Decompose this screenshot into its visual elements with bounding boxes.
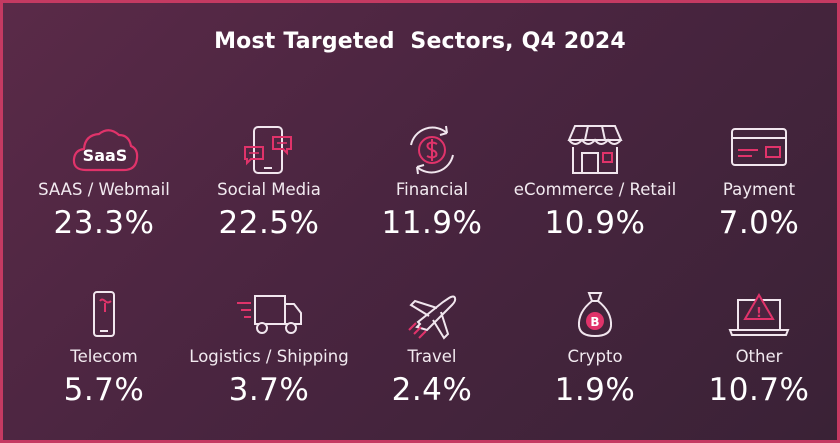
delivery-truck-icon: [234, 290, 304, 346]
sector-value: 22.5%: [218, 205, 320, 241]
sector-ecommerce: eCommerce / Retail 10.9%: [511, 123, 679, 273]
sector-value: 10.7%: [708, 372, 810, 408]
sector-other: ! Other 10.7%: [675, 290, 840, 440]
sector-label: Travel: [407, 347, 457, 366]
sector-label: Telecom: [70, 347, 138, 366]
sector-saas: SaaS SAAS / Webmail 23.3%: [20, 123, 188, 273]
sector-travel: Travel 2.4%: [348, 290, 516, 440]
sector-social-media: Social Media 22.5%: [185, 123, 353, 273]
bitcoin-bag-icon: B: [560, 290, 630, 346]
chart-title: Most Targeted Sectors, Q4 2024: [214, 29, 626, 54]
storefront-icon: [560, 123, 630, 179]
laptop-warning-icon: !: [724, 290, 794, 346]
other-icon-text: !: [756, 306, 762, 321]
saas-cloud-icon: SaaS: [69, 123, 139, 179]
saas-icon-text: SaaS: [83, 146, 128, 165]
sector-value: 11.9%: [381, 205, 483, 241]
sector-value: 23.3%: [53, 205, 155, 241]
sector-label: SAAS / Webmail: [38, 180, 170, 199]
sector-label: Payment: [722, 180, 796, 199]
sector-financial: Financial 11.9%: [348, 123, 516, 273]
sector-label: eCommerce / Retail: [513, 180, 677, 199]
airplane-icon: [397, 290, 467, 346]
sector-value: 10.9%: [544, 205, 646, 241]
social-media-phone-icon: [234, 123, 304, 179]
sector-value: 3.7%: [228, 372, 310, 408]
sector-logistics: Logistics / Shipping 3.7%: [185, 290, 353, 440]
crypto-icon-text: B: [590, 315, 599, 329]
payment-card-icon: [724, 123, 794, 179]
sector-label: Crypto: [567, 347, 623, 366]
sector-label: Social Media: [217, 180, 321, 199]
sector-label: Logistics / Shipping: [189, 347, 349, 366]
sector-value: 7.0%: [718, 205, 800, 241]
sector-payment: Payment 7.0%: [675, 123, 840, 273]
sector-value: 1.9%: [554, 372, 636, 408]
sector-label: Other: [735, 347, 783, 366]
sector-telecom: Telecom 5.7%: [20, 290, 188, 440]
sector-value: 2.4%: [391, 372, 473, 408]
telecom-phone-icon: [69, 290, 139, 346]
sector-label: Financial: [395, 180, 469, 199]
sector-value: 5.7%: [63, 372, 145, 408]
sector-crypto: B Crypto 1.9%: [511, 290, 679, 440]
financial-dollar-icon: [397, 123, 467, 179]
